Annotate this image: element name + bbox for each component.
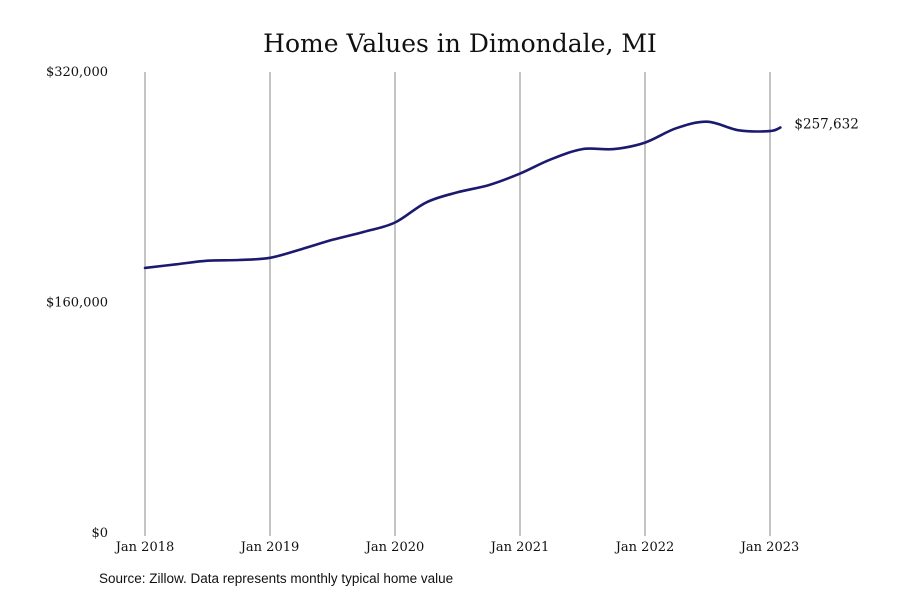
source-note: Source: Zillow. Data represents monthly … (99, 571, 454, 586)
series-line-0 (143, 120, 782, 270)
x-tick-label: Jan 2019 (239, 540, 300, 555)
y-tick-label: $160,000 (46, 296, 108, 311)
x-tick-label: Jan 2023 (739, 540, 800, 555)
x-tick-label: Jan 2022 (614, 540, 675, 555)
y-tick-label: $320,000 (46, 65, 108, 80)
y-axis-ticks: $0 $160,000 $320,000 (46, 65, 108, 541)
end-value-label: $257,632 (794, 117, 858, 133)
x-axis-ticks: Jan 2018 Jan 2019 Jan 2020 Jan 2021 Jan 2022… (114, 540, 800, 555)
x-tick-label: Jan 2021 (489, 540, 550, 555)
y-tick-label: $0 (91, 526, 108, 541)
gridlines (144, 72, 771, 536)
x-tick-label: Jan 2020 (364, 540, 425, 555)
series-layer (143, 120, 782, 270)
x-tick-label: Jan 2018 (114, 540, 175, 555)
chart-title: Home Values in Dimondale, MI (263, 29, 657, 58)
